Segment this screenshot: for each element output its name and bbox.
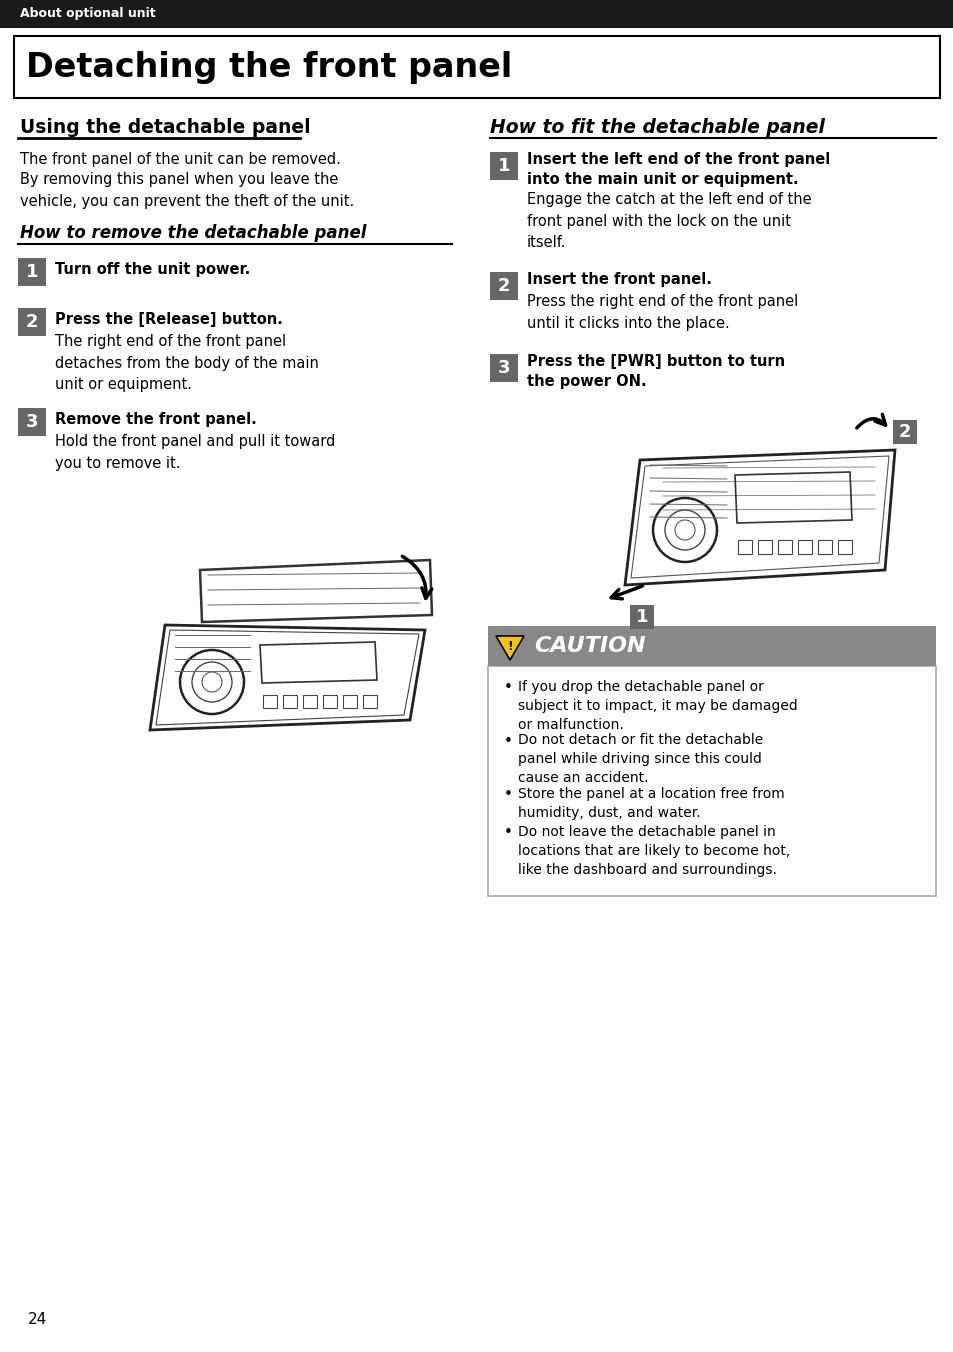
Text: !: ! — [507, 641, 513, 653]
Text: Do not detach or fit the detachable
panel while driving since this could
cause a: Do not detach or fit the detachable pane… — [517, 734, 762, 786]
Text: Using the detachable panel: Using the detachable panel — [20, 118, 311, 137]
Text: By removing this panel when you leave the
vehicle, you can prevent the theft of : By removing this panel when you leave th… — [20, 172, 354, 210]
Polygon shape — [496, 635, 523, 660]
Bar — [18, 408, 46, 435]
Text: 1: 1 — [635, 608, 648, 626]
Text: Engage the catch at the left end of the
front panel with the lock on the unit
it: Engage the catch at the left end of the … — [526, 192, 811, 250]
Text: •: • — [503, 680, 513, 695]
Bar — [490, 272, 517, 300]
Text: CAUTION: CAUTION — [534, 635, 645, 656]
Text: The right end of the front panel
detaches from the body of the main
unit or equi: The right end of the front panel detache… — [55, 334, 318, 392]
Text: Insert the left end of the front panel
into the main unit or equipment.: Insert the left end of the front panel i… — [526, 151, 829, 187]
Text: If you drop the detachable panel or
subject it to impact, it may be damaged
or m: If you drop the detachable panel or subj… — [517, 680, 797, 731]
Text: 2: 2 — [26, 314, 38, 331]
Text: 1: 1 — [26, 264, 38, 281]
Bar — [0, 0, 953, 28]
Text: Detaching the front panel: Detaching the front panel — [26, 50, 512, 84]
Text: Press the [PWR] button to turn
the power ON.: Press the [PWR] button to turn the power… — [526, 354, 784, 389]
Text: 2: 2 — [497, 277, 510, 295]
Text: About optional unit: About optional unit — [20, 8, 155, 20]
Text: 3: 3 — [497, 360, 510, 377]
Text: Remove the front panel.: Remove the front panel. — [55, 412, 256, 427]
Bar — [892, 420, 916, 443]
Bar — [18, 258, 46, 287]
Bar — [18, 308, 46, 337]
Text: •: • — [503, 787, 513, 802]
Text: How to remove the detachable panel: How to remove the detachable panel — [20, 224, 366, 242]
Text: How to fit the detachable panel: How to fit the detachable panel — [490, 118, 824, 137]
Text: 24: 24 — [28, 1313, 48, 1328]
Bar — [490, 354, 517, 383]
Bar — [488, 667, 935, 896]
Bar — [629, 604, 654, 629]
Text: The front panel of the unit can be removed.: The front panel of the unit can be remov… — [20, 151, 340, 168]
Text: Press the [Release] button.: Press the [Release] button. — [55, 312, 283, 327]
Text: Do not leave the detachable panel in
locations that are likely to become hot,
li: Do not leave the detachable panel in loc… — [517, 825, 789, 877]
Text: Store the panel at a location free from
humidity, dust, and water.: Store the panel at a location free from … — [517, 787, 784, 819]
Bar — [490, 151, 517, 180]
Text: Hold the front panel and pull it toward
you to remove it.: Hold the front panel and pull it toward … — [55, 434, 335, 470]
Bar — [488, 626, 935, 667]
Text: 3: 3 — [26, 412, 38, 431]
Text: Insert the front panel.: Insert the front panel. — [526, 272, 711, 287]
Bar — [14, 37, 939, 97]
Text: 1: 1 — [497, 157, 510, 174]
Text: •: • — [503, 825, 513, 840]
Text: Turn off the unit power.: Turn off the unit power. — [55, 262, 250, 277]
Text: Press the right end of the front panel
until it clicks into the place.: Press the right end of the front panel u… — [526, 293, 798, 331]
Text: 2: 2 — [898, 423, 910, 441]
Text: •: • — [503, 734, 513, 749]
